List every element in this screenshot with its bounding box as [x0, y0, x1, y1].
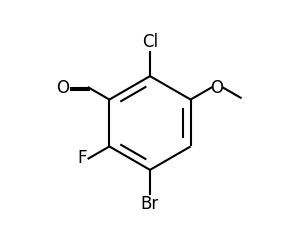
Text: Cl: Cl [142, 33, 158, 51]
Text: F: F [78, 150, 87, 168]
Text: O: O [210, 78, 223, 96]
Text: Br: Br [141, 195, 159, 213]
Text: O: O [56, 78, 69, 96]
